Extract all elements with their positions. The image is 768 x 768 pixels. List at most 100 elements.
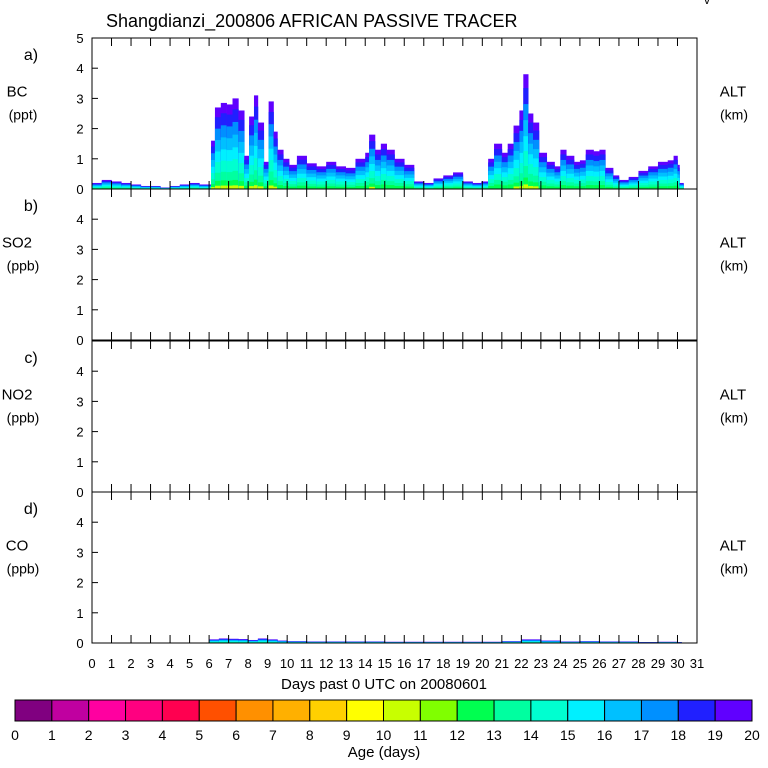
colorbar-tick-label: 9 xyxy=(343,727,351,743)
bar-a-13-band-7 xyxy=(211,184,216,189)
x-tick-label: 21 xyxy=(495,656,509,671)
bar-a-18-band-8 xyxy=(238,185,245,189)
panel-right-label: ALT xyxy=(720,235,746,252)
bar-a-79-band-7 xyxy=(677,186,680,189)
bar-a-57-band-8 xyxy=(523,184,529,189)
x-tick-label: 4 xyxy=(166,656,173,671)
bar-a-14-band-8 xyxy=(214,185,222,189)
panel-right-unit: (km) xyxy=(720,561,748,577)
bar-a-22-band-7 xyxy=(257,182,265,189)
bar-a-19-band-7 xyxy=(244,185,250,189)
bar-a-34-band-7 xyxy=(345,186,356,189)
bar-a-31-band-7 xyxy=(316,186,327,189)
bar-a-60-band-7 xyxy=(538,185,548,189)
colorbar-tick-label: 1 xyxy=(48,727,56,743)
bar-a-25-band-8 xyxy=(273,186,278,189)
x-tick-label: 0 xyxy=(88,656,95,671)
bar-a-73-band-7 xyxy=(628,187,639,189)
bar-a-66-band-7 xyxy=(579,186,587,189)
bar-a-30-band-7 xyxy=(306,186,317,189)
bar-a-33-band-7 xyxy=(335,186,347,189)
colorbar-segment-11 xyxy=(419,699,458,722)
x-tick-label: 5 xyxy=(186,656,193,671)
y-tick-label: 2 xyxy=(76,273,83,288)
x-tick-label: 9 xyxy=(264,656,271,671)
colorbar-segment-1 xyxy=(51,699,90,722)
y-tick-label: 2 xyxy=(76,122,83,137)
colorbar-tick-label: 6 xyxy=(232,727,240,743)
bar-a-41-band-7 xyxy=(394,185,405,189)
bar-a-62-band-7 xyxy=(554,186,561,189)
panel-variable-label: NO2 xyxy=(2,387,33,404)
y-tick-label: 0 xyxy=(76,485,83,500)
colorbar-segment-6 xyxy=(235,699,274,722)
bar-a-42-band-7 xyxy=(404,186,415,189)
panel-letter: d) xyxy=(24,501,38,518)
panel-frame-b xyxy=(91,188,698,341)
colorbar-tick-label: 16 xyxy=(597,727,613,743)
bar-a-25-band-7 xyxy=(273,183,278,189)
x-tick-label: 17 xyxy=(417,656,431,671)
x-tick-label: 1 xyxy=(108,656,115,671)
bar-a-76-band-7 xyxy=(657,186,669,189)
colorbar-tick-label: 17 xyxy=(634,727,650,743)
y-tick-label: 4 xyxy=(76,364,83,379)
bar-a-69-band-7 xyxy=(599,185,606,189)
colorbar-tick-label: 12 xyxy=(449,727,465,743)
bar-a-24-band-8 xyxy=(268,185,274,189)
x-tick-label: 18 xyxy=(436,656,450,671)
bar-a-63-band-7 xyxy=(560,185,567,189)
colorbar-segment-2 xyxy=(88,699,127,722)
bar-a-55-band-6 xyxy=(513,176,520,189)
bar-a-59-band-7 xyxy=(533,182,540,189)
bar-a-75-band-7 xyxy=(648,186,659,189)
bar-a-47-band-7 xyxy=(453,187,464,189)
bar-a-28-band-7 xyxy=(289,186,298,189)
x-tick-label: 14 xyxy=(358,656,372,671)
x-axis-label: Days past 0 UTC on 20080601 xyxy=(281,676,487,693)
colorbar-segment-7 xyxy=(272,699,311,722)
x-tick-label: 2 xyxy=(127,656,134,671)
colorbar-segment-17 xyxy=(640,699,679,722)
colorbar-tick-label: 4 xyxy=(159,727,167,743)
bar-a-68-band-7 xyxy=(593,185,600,189)
bar-a-70-band-7 xyxy=(605,186,614,189)
colorbar-tick-label: 13 xyxy=(486,727,502,743)
panel-variable-label: CO xyxy=(6,538,29,555)
y-tick-label: 0 xyxy=(76,636,83,651)
colorbar-tick-label: 10 xyxy=(376,727,392,743)
bar-a-18-band-7 xyxy=(238,181,245,189)
bar-a-61-band-7 xyxy=(546,186,555,189)
bar-a-73-band-6 xyxy=(628,186,639,189)
bar-a-71-band-6 xyxy=(613,186,620,189)
panel-variable-label: SO2 xyxy=(2,235,32,252)
bar-a-36-band-7 xyxy=(365,185,370,189)
colorbar-tick-label: 8 xyxy=(306,727,314,743)
colorbar-tick-label: 15 xyxy=(560,727,576,743)
panel-unit-label: (ppt) xyxy=(9,107,38,123)
colorbar-segment-18 xyxy=(677,699,716,722)
y-tick-label: 3 xyxy=(76,91,83,106)
panel-variable-label: BC xyxy=(7,84,28,101)
bar-a-17-band-8 xyxy=(232,185,239,189)
x-tick-label: 7 xyxy=(225,656,232,671)
bar-a-35-band-7 xyxy=(355,185,366,189)
bar-a-64-band-7 xyxy=(566,185,575,189)
bar-a-47-band-6 xyxy=(453,185,464,189)
x-tick-label: 25 xyxy=(573,656,587,671)
x-tick-label: 23 xyxy=(534,656,548,671)
bar-a-15-band-7 xyxy=(220,180,227,189)
bar-a-52-band-7 xyxy=(494,184,503,189)
x-tick-label: 13 xyxy=(338,656,352,671)
bar-a-77-band-7 xyxy=(667,186,674,189)
bar-a-37-band-8 xyxy=(369,186,376,189)
x-tick-label: 22 xyxy=(514,656,528,671)
colorbar-tick-label: 5 xyxy=(195,727,203,743)
bar-a-46-band-6 xyxy=(443,186,454,189)
colorbar-segment-12 xyxy=(456,699,495,722)
colorbar-tick-label: 19 xyxy=(707,727,723,743)
colorbar-segment-16 xyxy=(604,699,642,722)
y-tick-label: 4 xyxy=(76,61,83,76)
y-tick-label: 4 xyxy=(76,212,83,227)
